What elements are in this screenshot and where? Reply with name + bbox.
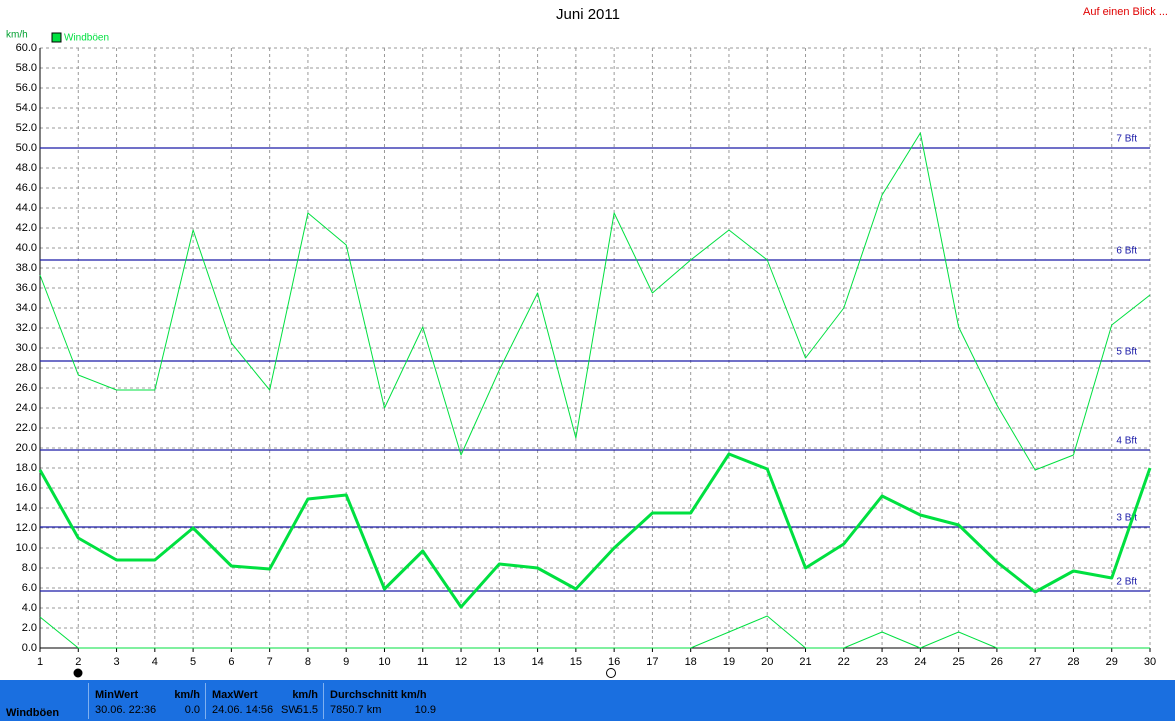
y-tick-label: 36.0: [16, 282, 37, 294]
y-tick-label: 34.0: [16, 302, 37, 314]
x-tick-label: 3: [113, 656, 119, 668]
x-tick-label: 17: [646, 656, 658, 668]
avg-distance: 7850.7 km: [330, 704, 382, 716]
max-unit: km/h: [292, 689, 318, 701]
reference-label: 3 Bft: [1116, 513, 1137, 524]
x-tick-label: 24: [914, 656, 926, 668]
y-tick-label: 12.0: [16, 522, 37, 534]
moon-icon: [606, 668, 616, 678]
x-tick-label: 23: [876, 656, 888, 668]
y-tick-label: 16.0: [16, 482, 37, 494]
avg-cell: Durchschnitt km/h 7850.7 km 10.9: [323, 683, 442, 719]
x-tick-label: 22: [838, 656, 850, 668]
min-date: 30.06. 22:36: [95, 704, 157, 716]
x-tick-label: 30: [1144, 656, 1156, 668]
y-tick-label: 8.0: [22, 562, 37, 574]
x-tick-label: 29: [1106, 656, 1118, 668]
reference-label: 7 Bft: [1116, 134, 1137, 145]
y-tick-label: 28.0: [16, 362, 37, 374]
x-tick-label: 18: [685, 656, 697, 668]
max-value: 51.5: [296, 704, 318, 716]
y-tick-label: 14.0: [16, 502, 37, 514]
x-tick-label: 8: [305, 656, 311, 668]
x-tick-label: 19: [723, 656, 735, 668]
x-tick-label: 20: [761, 656, 773, 668]
summary-bar: Windböen MinWert km/h 30.06. 22:36 0.0 M…: [0, 680, 1175, 721]
min-cell: MinWert km/h 30.06. 22:36 0.0: [88, 683, 206, 719]
y-tick-label: 42.0: [16, 222, 37, 234]
summary-name: Windböen: [6, 707, 60, 719]
y-tick-label: 40.0: [16, 242, 37, 254]
max-label: MaxWert: [212, 689, 258, 701]
y-tick-label: 44.0: [16, 202, 37, 214]
x-tick-label: 6: [228, 656, 234, 668]
x-tick-label: 9: [343, 656, 349, 668]
reference-label: 2 Bft: [1116, 577, 1137, 588]
summary-name-cell: Windböen: [0, 683, 88, 719]
x-tick-label: 10: [378, 656, 390, 668]
y-tick-label: 46.0: [16, 182, 37, 194]
reference-label: 4 Bft: [1116, 436, 1137, 447]
y-tick-label: 10.0: [16, 542, 37, 554]
y-tick-label: 20.0: [16, 442, 37, 454]
x-tick-label: 2: [75, 656, 81, 668]
max-cell: MaxWert km/h 24.06. 14:56 SW 51.5: [205, 683, 324, 719]
reference-label: 6 Bft: [1116, 246, 1137, 257]
min-value: 0.0: [184, 704, 200, 716]
y-tick-label: 0.0: [22, 642, 37, 654]
x-tick-label: 4: [152, 656, 158, 668]
x-tick-label: 13: [493, 656, 505, 668]
avg-label: Durchschnitt km/h: [330, 689, 427, 701]
x-tick-label: 7: [267, 656, 273, 668]
series-line: [39, 132, 1151, 471]
legend-label: Windböen: [64, 33, 109, 44]
y-tick-label: 6.0: [22, 582, 37, 594]
y-tick-label: 52.0: [16, 122, 37, 134]
chart-title: Juni 2011: [556, 6, 620, 23]
x-tick-label: 27: [1029, 656, 1041, 668]
max-direction: SW: [281, 704, 299, 716]
x-tick-label: 28: [1067, 656, 1079, 668]
x-tick-label: 16: [608, 656, 620, 668]
y-tick-label: 26.0: [16, 382, 37, 394]
y-tick-label: 54.0: [16, 102, 37, 114]
moon-icon: [73, 668, 83, 678]
y-tick-label: 48.0: [16, 162, 37, 174]
y-tick-label: 56.0: [16, 82, 37, 94]
y-tick-label: 58.0: [16, 62, 37, 74]
y-tick-label: 2.0: [22, 622, 37, 634]
y-tick-label: 38.0: [16, 262, 37, 274]
x-tick-label: 26: [991, 656, 1003, 668]
y-tick-label: 24.0: [16, 402, 37, 414]
x-tick-label: 12: [455, 656, 467, 668]
x-tick-label: 25: [952, 656, 964, 668]
y-tick-label: 32.0: [16, 322, 37, 334]
min-label: MinWert: [95, 689, 139, 701]
y-tick-label: 50.0: [16, 142, 37, 154]
legend-swatch: [51, 32, 62, 43]
series-line: [39, 615, 1150, 649]
y-tick-label: 4.0: [22, 602, 37, 614]
y-tick-label: 22.0: [16, 422, 37, 434]
x-tick-label: 11: [417, 656, 428, 668]
y-tick-label: 18.0: [16, 462, 37, 474]
y-tick-label: 30.0: [16, 342, 37, 354]
x-tick-label: 15: [570, 656, 582, 668]
y-axis-label: km/h: [6, 30, 28, 41]
x-tick-label: 1: [37, 656, 43, 668]
reference-label: 5 Bft: [1116, 347, 1137, 358]
avg-value: 10.9: [414, 704, 436, 716]
x-tick-label: 5: [190, 656, 196, 668]
y-tick-label: 60.0: [16, 42, 37, 54]
x-tick-label: 21: [799, 656, 811, 668]
series-line: [38, 452, 1152, 609]
chart: Juni 2011 Auf einen Blick ... km/h Windb…: [6, 6, 1168, 678]
x-tick-label: 14: [531, 656, 543, 668]
max-date: 24.06. 14:56: [212, 704, 274, 716]
header-link[interactable]: Auf einen Blick ...: [1083, 6, 1168, 18]
min-unit: km/h: [174, 689, 200, 701]
